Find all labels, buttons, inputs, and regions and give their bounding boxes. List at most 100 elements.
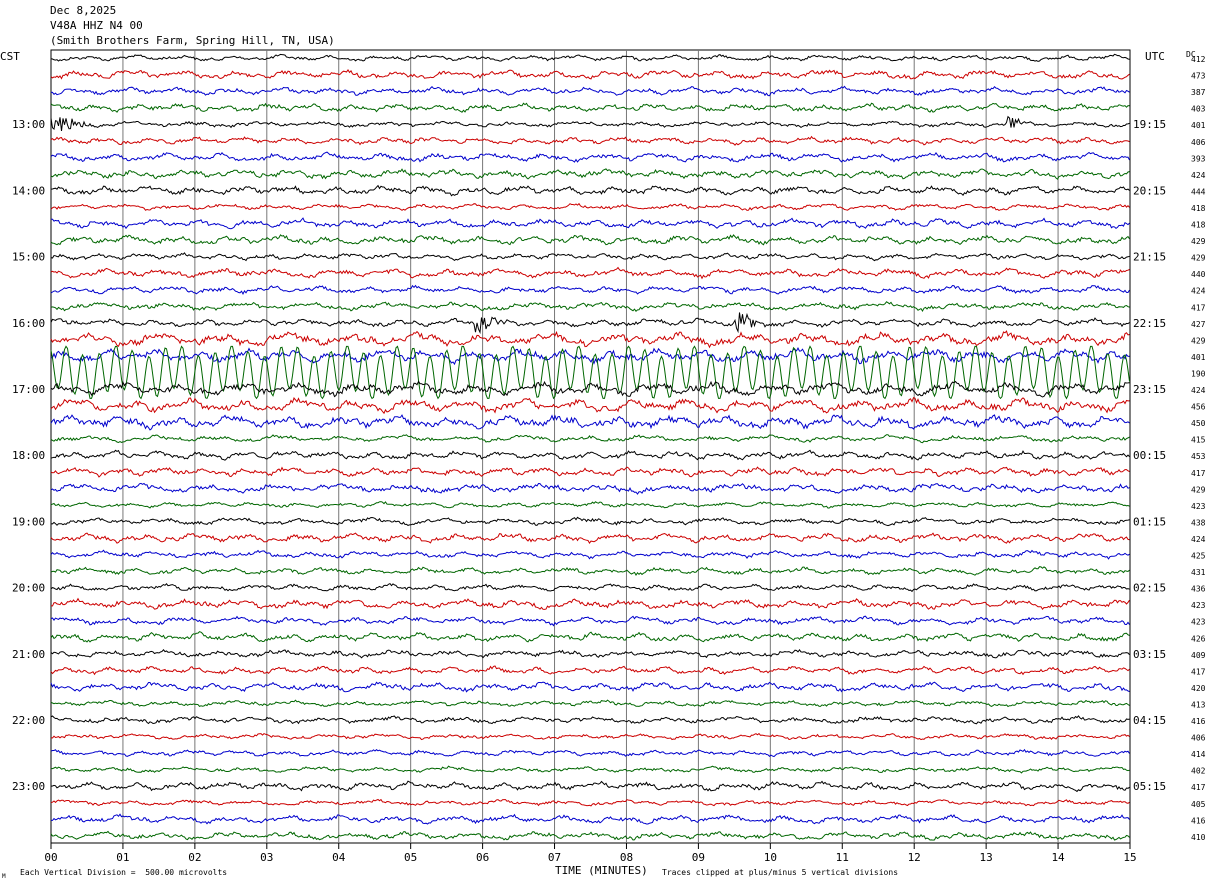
seismic-trace xyxy=(50,266,1130,280)
seismic-trace xyxy=(50,102,1130,113)
dc-offset-label: 410 xyxy=(1191,833,1206,842)
left-time-label: 16:00 xyxy=(12,317,45,330)
dc-offset-label: 418 xyxy=(1191,221,1206,230)
x-tick-label: 01 xyxy=(116,851,129,864)
dc-offset-label: 424 xyxy=(1191,535,1206,544)
seismic-trace xyxy=(50,396,1130,415)
left-time-label: 19:00 xyxy=(12,515,45,528)
dc-offset-label: 393 xyxy=(1191,154,1206,163)
dc-offset-label: 417 xyxy=(1191,667,1206,676)
seismic-trace xyxy=(50,380,1130,398)
right-time-label: 21:15 xyxy=(1133,251,1166,264)
seismic-trace xyxy=(50,582,1130,593)
seismic-trace xyxy=(50,53,1130,62)
right-time-label: 22:15 xyxy=(1133,317,1166,330)
seismic-trace xyxy=(50,414,1130,431)
seismic-trace xyxy=(51,765,1130,774)
seismic-trace xyxy=(50,732,1130,741)
x-tick-label: 06 xyxy=(476,851,489,864)
corner-mark: M xyxy=(2,873,6,880)
left-time-label: 14:00 xyxy=(12,184,45,197)
dc-offset-label: 412 xyxy=(1191,55,1206,64)
left-time-label: 21:00 xyxy=(12,648,45,661)
seismic-trace xyxy=(50,532,1130,545)
seismic-trace xyxy=(50,665,1130,676)
left-timezone-label: CST xyxy=(0,50,20,63)
seismic-trace xyxy=(50,68,1130,80)
seismic-trace xyxy=(50,615,1130,627)
header-location: (Smith Brothers Farm, Spring Hill, TN, U… xyxy=(50,34,335,47)
dc-offset-label: 416 xyxy=(1191,816,1206,825)
seismic-trace xyxy=(50,699,1130,708)
seismic-trace xyxy=(50,830,1130,841)
left-time-label: 17:00 xyxy=(12,383,45,396)
dc-offset-label: 420 xyxy=(1191,684,1206,693)
dc-offset-label: 429 xyxy=(1191,237,1206,246)
x-tick-label: 02 xyxy=(188,851,201,864)
left-time-label: 20:00 xyxy=(12,582,45,595)
dc-offset-label: 413 xyxy=(1191,700,1206,709)
x-tick-label: 08 xyxy=(620,851,633,864)
dc-offset-label: 429 xyxy=(1191,336,1206,345)
dc-offset-label: 444 xyxy=(1191,187,1206,196)
left-time-label: 23:00 xyxy=(12,780,45,793)
seismic-trace xyxy=(50,549,1130,560)
dc-offset-label: 403 xyxy=(1191,105,1206,114)
header-station: V48A HHZ N4 00 xyxy=(50,19,143,32)
dc-offset-label: 190 xyxy=(1191,369,1206,378)
header-date: Dec 8,2025 xyxy=(50,4,117,17)
seismic-trace xyxy=(50,301,1130,312)
seismic-trace xyxy=(50,434,1130,444)
seismic-trace xyxy=(50,312,1130,335)
seismic-trace xyxy=(50,202,1130,211)
dc-offset-label: 436 xyxy=(1191,585,1206,594)
x-tick-label: 04 xyxy=(332,851,346,864)
left-time-label: 22:00 xyxy=(12,714,45,727)
seismic-trace xyxy=(50,482,1130,495)
dc-offset-label: 424 xyxy=(1191,386,1206,395)
dc-offset-label: 453 xyxy=(1191,452,1206,461)
dc-offset-label: 423 xyxy=(1191,618,1206,627)
seismic-trace xyxy=(50,330,1130,349)
dc-offset-label: 438 xyxy=(1191,518,1206,527)
dc-offset-label: 427 xyxy=(1191,320,1206,329)
right-time-label: 00:15 xyxy=(1133,449,1166,462)
dc-offset-label: 424 xyxy=(1191,171,1206,180)
dc-offset-label: 387 xyxy=(1191,88,1206,97)
seismic-trace xyxy=(50,501,1130,509)
seismic-trace xyxy=(50,345,1130,400)
dc-offset-label: 450 xyxy=(1191,419,1206,428)
dc-offset-label: 405 xyxy=(1191,800,1206,809)
right-time-label: 02:15 xyxy=(1133,582,1166,595)
dc-offset-label: 456 xyxy=(1191,403,1206,412)
right-time-label: 05:15 xyxy=(1133,780,1166,793)
dc-offset-label: 417 xyxy=(1191,783,1206,792)
seismic-trace xyxy=(50,252,1130,262)
dc-offset-label: 406 xyxy=(1191,734,1206,743)
right-time-label: 23:15 xyxy=(1133,383,1166,396)
right-time-label: 04:15 xyxy=(1133,714,1166,727)
x-tick-label: 15 xyxy=(1123,851,1136,864)
seismic-trace xyxy=(50,234,1130,246)
dc-offset-label: 429 xyxy=(1191,254,1206,263)
x-tick-label: 13 xyxy=(980,851,993,864)
seismic-trace xyxy=(50,566,1130,576)
right-time-label: 19:15 xyxy=(1133,118,1166,131)
seismic-trace xyxy=(50,748,1130,758)
left-time-label: 13:00 xyxy=(12,118,45,131)
dc-offset-label: 417 xyxy=(1191,303,1206,312)
dc-offset-label: 415 xyxy=(1191,436,1206,445)
seismic-trace xyxy=(50,449,1130,461)
x-tick-label: 10 xyxy=(764,851,777,864)
seismic-trace xyxy=(50,115,1130,132)
seismic-trace xyxy=(50,798,1130,807)
dc-offset-label: 418 xyxy=(1191,204,1206,213)
dc-offset-label: 414 xyxy=(1191,750,1206,759)
dc-offset-label: 406 xyxy=(1191,138,1206,147)
seismic-trace xyxy=(50,135,1130,146)
dc-offset-label: 426 xyxy=(1191,634,1206,643)
seismic-trace xyxy=(51,813,1130,825)
seismic-trace xyxy=(50,217,1130,230)
right-time-label: 01:15 xyxy=(1133,515,1166,528)
